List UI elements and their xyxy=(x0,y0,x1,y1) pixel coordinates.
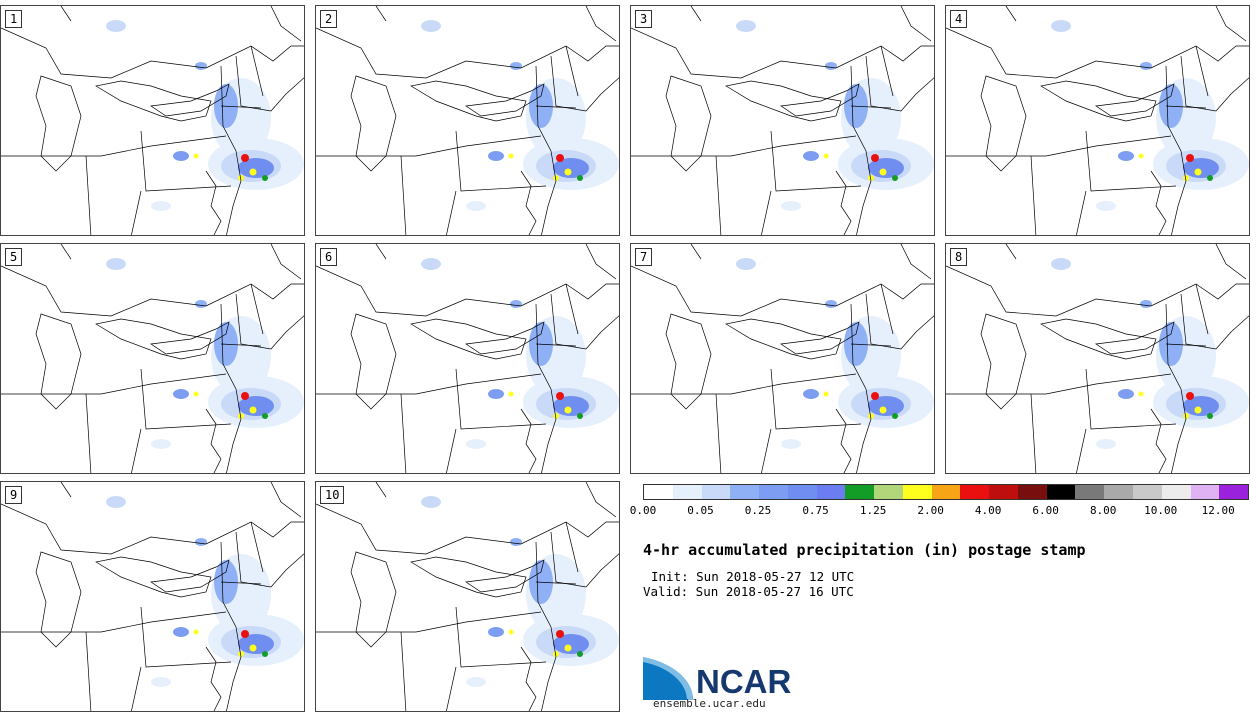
precip-layer xyxy=(1051,258,1249,449)
colorbar-swatch xyxy=(931,485,961,499)
member-map-panel-3: 3 xyxy=(630,5,935,236)
precip-layer xyxy=(106,496,304,687)
member-number: 7 xyxy=(635,248,653,266)
map-svg xyxy=(1,6,304,235)
member-number: 5 xyxy=(5,248,23,266)
precip-layer xyxy=(106,20,304,211)
colorbar-swatch xyxy=(960,485,990,499)
member-map-panel-9: 9 xyxy=(0,481,305,712)
precip-layer xyxy=(421,496,619,687)
member-map-panel-4: 4 xyxy=(945,5,1250,236)
valid-time: Valid: Sun 2018-05-27 16 UTC xyxy=(643,584,854,599)
colorbar-swatch xyxy=(1219,485,1249,499)
colorbar-tick-label: 12.00 xyxy=(1201,504,1235,517)
colorbar-swatch xyxy=(1017,485,1047,499)
boundaries-layer xyxy=(946,244,1249,473)
colorbar-swatch xyxy=(1075,485,1105,499)
colorbar-swatch xyxy=(902,485,932,499)
map-svg xyxy=(1,244,304,473)
init-time: Init: Sun 2018-05-27 12 UTC xyxy=(651,569,855,584)
ncar-logo: NCAR xyxy=(643,657,791,700)
chart-title: 4-hr accumulated precipitation (in) post… xyxy=(643,541,1086,559)
colorbar-tick-label: 2.00 xyxy=(917,504,944,517)
precip-layer xyxy=(421,20,619,211)
member-map-panel-2: 2 xyxy=(315,5,620,236)
member-map-panel-10: 10 xyxy=(315,481,620,712)
member-number: 2 xyxy=(320,10,338,28)
precip-layer xyxy=(1051,20,1249,211)
member-number: 8 xyxy=(950,248,968,266)
colorbar-swatch xyxy=(730,485,760,499)
colorbar-swatch xyxy=(874,485,903,499)
member-number: 3 xyxy=(635,10,653,28)
map-svg xyxy=(316,6,619,235)
colorbar-swatch xyxy=(787,485,817,499)
boundaries-layer xyxy=(1,482,304,711)
colorbar-tick-label: 0.25 xyxy=(744,504,772,517)
member-map-panel-7: 7 xyxy=(630,243,935,474)
member-number: 4 xyxy=(950,10,968,28)
colorbar-swatch xyxy=(816,485,846,499)
map-svg xyxy=(631,244,934,473)
member-number: 1 xyxy=(5,10,23,28)
member-map-panel-1: 1 xyxy=(0,5,305,236)
map-svg xyxy=(316,244,619,473)
colorbar-tick-label: 10.00 xyxy=(1144,504,1178,517)
precip-layer xyxy=(421,258,619,449)
colorbar-tick-label: 0.75 xyxy=(802,504,829,517)
boundaries-layer xyxy=(1,6,304,235)
map-svg xyxy=(316,482,619,711)
colorbar-swatch xyxy=(1046,485,1076,499)
colorbar-tick-label: 0.00 xyxy=(629,504,657,517)
map-svg xyxy=(1,482,304,711)
colorbar-swatch xyxy=(989,485,1018,499)
colorbar-tick-label: 0.05 xyxy=(687,504,714,517)
map-svg xyxy=(946,244,1249,473)
member-map-panel-8: 8 xyxy=(945,243,1250,474)
boundaries-layer xyxy=(316,482,619,711)
member-number: 6 xyxy=(320,248,338,266)
colorbar-swatch xyxy=(845,485,875,499)
colorbar-tick-label: 1.25 xyxy=(859,504,887,517)
site-url: ensemble.ucar.edu xyxy=(653,697,766,710)
precip-layer xyxy=(736,20,934,211)
colorbar xyxy=(643,484,1249,500)
precip-layer xyxy=(736,258,934,449)
member-number: 9 xyxy=(5,486,23,504)
boundaries-layer xyxy=(1,244,304,473)
map-svg xyxy=(631,6,934,235)
colorbar-swatch xyxy=(672,485,702,499)
precip-layer xyxy=(106,258,304,449)
colorbar-tick-labels: 0.00 0.05 0.25 0.75 1.25 2.00 4.00 6.00 8.00 10.0… xyxy=(630,500,1249,517)
colorbar-tick-label: 6.00 xyxy=(1032,504,1059,517)
map-svg xyxy=(946,6,1249,235)
colorbar-swatch xyxy=(1104,485,1134,499)
precip-colorbar-legend: 0.00 0.05 0.25 0.75 1.25 2.00 4.00 6.00 8.00 10.0… xyxy=(630,484,1249,517)
colorbar-swatch xyxy=(644,485,673,499)
boundaries-layer xyxy=(316,244,619,473)
colorbar-tick-label: 8.00 xyxy=(1089,504,1117,517)
boundaries-layer xyxy=(631,244,934,473)
boundaries-layer xyxy=(631,6,934,235)
colorbar-swatch xyxy=(1190,485,1220,499)
boundaries-layer xyxy=(316,6,619,235)
colorbar-swatch xyxy=(701,485,731,499)
colorbar-swatch xyxy=(1133,485,1162,499)
logo-text: NCAR xyxy=(696,663,791,700)
member-map-panel-5: 5 xyxy=(0,243,305,474)
colorbar-swatch xyxy=(1161,485,1191,499)
boundaries-layer xyxy=(946,6,1249,235)
colorbar-swatch xyxy=(759,485,788,499)
member-number: 10 xyxy=(320,486,345,504)
colorbar-tick-label: 4.00 xyxy=(974,504,1002,517)
member-map-panel-6: 6 xyxy=(315,243,620,474)
